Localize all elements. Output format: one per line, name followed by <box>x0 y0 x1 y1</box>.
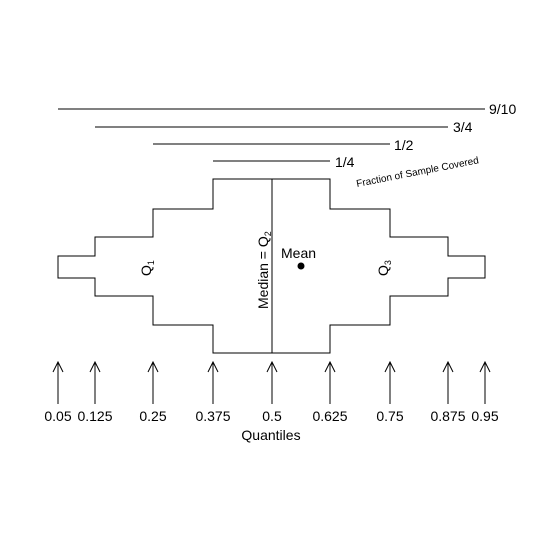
quantile-label-0-875: 0.875 <box>430 408 465 424</box>
mean-point <box>297 262 305 270</box>
quantile-label-0-125: 0.125 <box>77 408 112 424</box>
quantile-label-0-5: 0.5 <box>262 408 282 424</box>
median-label-main: Median = Q <box>255 236 271 309</box>
coverage-label-9-10: 9/10 <box>489 101 516 117</box>
arrow-0-375 <box>207 360 219 404</box>
coverage-lines <box>58 108 485 162</box>
arrow-0-05 <box>52 360 64 404</box>
coverage-label-1-2: 1/2 <box>394 137 414 153</box>
mean-label: Mean <box>281 245 316 261</box>
arrow-0-125 <box>89 360 101 404</box>
q3-label-sub: 3 <box>383 260 393 265</box>
q3-label-main: Q <box>375 265 391 276</box>
quantile-label-0-25: 0.25 <box>139 408 166 424</box>
q1-label-main: Q <box>138 265 154 276</box>
q1-label: Q1 <box>138 260 156 276</box>
coverage-label-1-4: 1/4 <box>335 154 355 170</box>
arrow-0-25 <box>147 360 159 404</box>
arrow-0-95 <box>479 360 491 404</box>
q1-label-sub: 1 <box>146 260 156 265</box>
median-label: Median = Q2 <box>255 231 273 309</box>
arrow-0-75 <box>384 360 396 404</box>
quantile-label-0-95: 0.95 <box>471 408 498 424</box>
arrow-0-5 <box>266 360 278 404</box>
quantile-label-0-625: 0.625 <box>312 408 347 424</box>
median-label-sub: 2 <box>263 231 273 236</box>
coverage-label-3-4: 3/4 <box>453 119 473 135</box>
quantile-arrows <box>52 360 491 404</box>
arrow-0-875 <box>442 360 454 404</box>
quantile-label-0-05: 0.05 <box>44 408 71 424</box>
quantile-box-outline <box>57 178 486 354</box>
coverage-title: Fraction of Sample Covered <box>355 155 479 190</box>
axis-title: Quantiles <box>241 427 300 443</box>
quantile-label-0-375: 0.375 <box>195 408 230 424</box>
arrow-0-625 <box>324 360 336 404</box>
q3-label: Q3 <box>375 260 393 276</box>
quantile-label-0-75: 0.75 <box>376 408 403 424</box>
